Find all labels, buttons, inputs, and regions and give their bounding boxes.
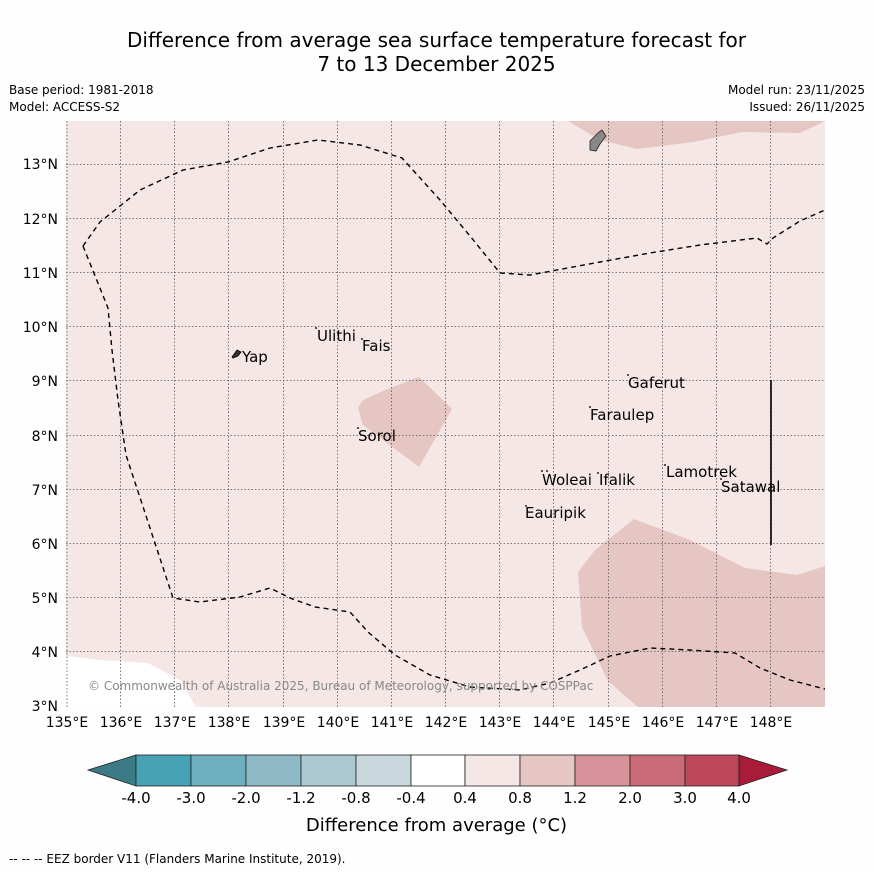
colorbar-extend-low bbox=[86, 754, 137, 787]
place-label-faraulep: Faraulep bbox=[590, 406, 654, 424]
lon-tick-label: 142°E bbox=[425, 715, 468, 731]
place-label-woleai: Woleai bbox=[542, 471, 592, 489]
copyright-notice: © Commonwealth of Australia 2025, Bureau… bbox=[88, 679, 593, 693]
colorbar-swatch bbox=[464, 754, 521, 787]
colorbar-swatch bbox=[190, 754, 247, 787]
lon-tick-label: 147°E bbox=[696, 715, 739, 731]
lat-tick-label: 11°N bbox=[23, 266, 58, 282]
lon-tick-label: 144°E bbox=[533, 715, 576, 731]
map-plot-area: Ulithi Fais Yap Gaferut Faraulep Sorol W… bbox=[66, 121, 825, 707]
lon-tick-label: 136°E bbox=[100, 715, 143, 731]
colorbar-label: 0.8 bbox=[508, 789, 532, 807]
longitude-labels: 135°E 136°E 137°E 138°E 139°E 140°E 141°… bbox=[46, 715, 793, 731]
colorbar-swatch bbox=[410, 754, 466, 787]
colorbar bbox=[86, 754, 789, 787]
colorbar-label: -2.0 bbox=[231, 789, 261, 807]
map-title-line1: Difference from average sea surface temp… bbox=[126, 28, 746, 52]
colorbar-label: -1.2 bbox=[286, 789, 316, 807]
lat-tick-label: 7°N bbox=[32, 483, 58, 499]
lon-tick-label: 143°E bbox=[479, 715, 522, 731]
colorbar-label: 1.2 bbox=[563, 789, 587, 807]
meta-right: Model run: 23/11/2025 Issued: 26/11/2025 bbox=[728, 82, 865, 116]
colorbar-swatch bbox=[300, 754, 357, 787]
colorbar-swatch bbox=[684, 754, 740, 787]
lat-tick-label: 5°N bbox=[32, 591, 58, 607]
warm-patch-sorol bbox=[358, 377, 452, 467]
lat-tick-label: 9°N bbox=[32, 374, 58, 390]
colorbar-label: 4.0 bbox=[727, 789, 751, 807]
place-label-fais: Fais bbox=[362, 337, 391, 355]
lat-tick-label: 13°N bbox=[23, 157, 58, 173]
issued-date: Issued: 26/11/2025 bbox=[749, 100, 865, 114]
colorbar-swatch bbox=[245, 754, 302, 787]
colorbar-label: 2.0 bbox=[618, 789, 642, 807]
colorbar-swatch bbox=[629, 754, 686, 787]
colorbar-swatch bbox=[519, 754, 576, 787]
lon-tick-label: 145°E bbox=[588, 715, 631, 731]
map-title-line2: 7 to 13 December 2025 bbox=[317, 52, 556, 76]
model-name: Model: ACCESS-S2 bbox=[9, 100, 121, 114]
base-period: Base period: 1981-2018 bbox=[9, 83, 154, 97]
colorbar-label: -0.4 bbox=[396, 789, 426, 807]
lat-tick-label: 6°N bbox=[32, 537, 58, 553]
yap-landmass bbox=[231, 349, 242, 359]
colorbar-title: Difference from average (°C) bbox=[305, 815, 568, 836]
lon-tick-label: 137°E bbox=[154, 715, 197, 731]
lon-tick-label: 148°E bbox=[750, 715, 793, 731]
place-label-satawal: Satawal bbox=[721, 478, 780, 496]
lon-tick-label: 146°E bbox=[642, 715, 685, 731]
colorbar-label: 3.0 bbox=[673, 789, 697, 807]
lat-tick-label: 8°N bbox=[32, 429, 58, 445]
neutral-anomaly-area bbox=[66, 656, 196, 707]
colorbar-extend-high bbox=[738, 754, 789, 787]
lat-tick-label: 12°N bbox=[23, 212, 58, 228]
lon-tick-label: 138°E bbox=[208, 715, 251, 731]
place-label-sorol: Sorol bbox=[358, 427, 396, 445]
map-title: Difference from average sea surface temp… bbox=[0, 28, 873, 76]
warm-patch-north bbox=[568, 121, 825, 149]
place-label-yap: Yap bbox=[241, 348, 268, 366]
colorbar-label: -3.0 bbox=[176, 789, 206, 807]
guam-landmass bbox=[589, 129, 607, 152]
place-label-ifalik: Ifalik bbox=[599, 471, 635, 489]
meta-left: Base period: 1981-2018 Model: ACCESS-S2 bbox=[9, 82, 154, 116]
lat-tick-label: 4°N bbox=[32, 645, 58, 661]
island-dots bbox=[315, 327, 722, 507]
latitude-labels: 13°N 12°N 11°N 10°N 9°N 8°N 7°N 6°N 5°N … bbox=[23, 157, 58, 715]
eez-footnote: -- -- -- EEZ border V11 (Flanders Marine… bbox=[9, 852, 346, 866]
lat-tick-label: 10°N bbox=[23, 320, 58, 336]
colorbar-swatch bbox=[355, 754, 412, 787]
warm-patch-southeast bbox=[578, 519, 825, 707]
grid-lines bbox=[66, 121, 825, 707]
lon-tick-label: 139°E bbox=[263, 715, 306, 731]
place-label-gaferut: Gaferut bbox=[628, 374, 685, 392]
lon-tick-label: 135°E bbox=[46, 715, 89, 731]
place-label-ulithi: Ulithi bbox=[317, 327, 356, 345]
colorbar-swatch bbox=[135, 754, 192, 787]
colorbar-swatch bbox=[574, 754, 631, 787]
place-label-lamotrek: Lamotrek bbox=[666, 463, 737, 481]
model-run: Model run: 23/11/2025 bbox=[727, 83, 865, 97]
colorbar-label: 0.4 bbox=[453, 789, 477, 807]
lon-tick-label: 140°E bbox=[317, 715, 360, 731]
colorbar-label: -0.8 bbox=[341, 789, 371, 807]
lat-tick-label: 3°N bbox=[32, 699, 58, 715]
colorbar-label: -4.0 bbox=[121, 789, 151, 807]
place-label-eauripik: Eauripik bbox=[525, 504, 586, 522]
lon-tick-label: 141°E bbox=[371, 715, 414, 731]
